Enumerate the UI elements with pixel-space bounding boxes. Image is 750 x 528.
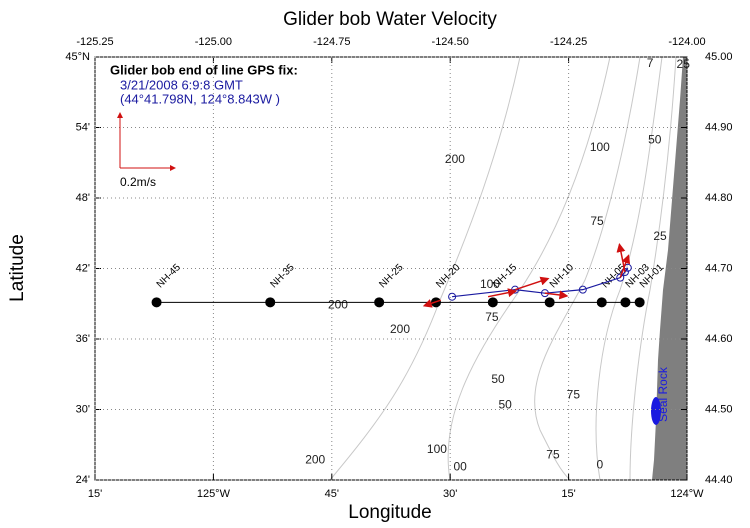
map-title: Glider bob Water Velocity: [283, 9, 497, 30]
left-tick-label: 48': [76, 192, 90, 204]
velocity-arrow: [514, 276, 550, 291]
velocity-arrow: [619, 254, 631, 278]
track-point: [448, 292, 457, 301]
contour-label: 0: [597, 457, 604, 471]
contour-label: 75: [590, 214, 604, 228]
station: [620, 297, 631, 308]
station: [634, 297, 645, 308]
velocity-arrow: [544, 290, 569, 300]
contour-label: 50: [498, 397, 512, 411]
contour-label: 200: [305, 452, 325, 466]
velocity-arrow: [422, 299, 441, 308]
left-tick-label: 45°N: [65, 51, 90, 63]
right-tick-label: 45.00: [705, 51, 733, 63]
top-tick-label: -125.25: [76, 36, 113, 48]
top-tick-label: -124.75: [313, 36, 350, 48]
right-tick-label: 44.40: [705, 474, 733, 486]
coastline-land: [652, 57, 687, 480]
contour-label: 00: [453, 459, 467, 473]
bottom-tick-label: 45': [325, 488, 339, 500]
bottom-tick-label: 15': [561, 488, 575, 500]
bottom-tick-label: 125°W: [197, 488, 231, 500]
left-tick-label: 42': [76, 262, 90, 274]
contour-label: 200: [445, 152, 465, 166]
station: [544, 297, 555, 308]
right-tick-label: 44.80: [705, 192, 733, 204]
contour-label: 100: [480, 277, 500, 291]
contour-label: 50: [491, 372, 505, 386]
bottom-tick-label: 30': [443, 488, 457, 500]
contour-label: 75: [485, 310, 499, 324]
velocity-arrow: [487, 288, 518, 298]
y-axis-label: Latitude: [7, 234, 28, 302]
top-tick-label: -125.00: [195, 36, 232, 48]
station: [265, 297, 276, 308]
landmark-label: Seal Rock: [656, 366, 670, 422]
contour-label: 7: [647, 56, 654, 70]
left-tick-label: 30': [76, 403, 90, 415]
contour-label: 200: [390, 322, 410, 336]
left-tick-label: 24': [76, 474, 90, 486]
track-point: [616, 273, 625, 282]
station: [487, 297, 498, 308]
left-tick-label: 36': [76, 333, 90, 345]
gps-position: (44°41.798N, 124°8.843W ): [120, 91, 280, 106]
right-tick-label: 44.70: [705, 262, 733, 274]
contour-label: 50: [648, 132, 662, 146]
right-tick-label: 44.90: [705, 121, 733, 133]
contour-label: 25: [677, 57, 691, 71]
station: [374, 297, 385, 308]
bottom-tick-label: 124°W: [670, 488, 704, 500]
top-tick-label: -124.25: [550, 36, 587, 48]
contour-label: 75: [567, 388, 581, 402]
seal-rock-marker: [651, 397, 661, 425]
contour-label: 200: [328, 297, 348, 311]
x-axis-label: Longitude: [348, 502, 431, 523]
scale-label: 0.2m/s: [120, 175, 156, 189]
contour-label: 25: [653, 229, 667, 243]
contour-label: 100: [427, 442, 447, 456]
bottom-tick-label: 15': [88, 488, 102, 500]
gps-time: 3/21/2008 6:9:8 GMT: [120, 77, 243, 92]
gps-heading: Glider bob end of line GPS fix:: [110, 62, 298, 77]
top-tick-label: -124.00: [668, 36, 705, 48]
contour-label: 100: [590, 140, 610, 154]
station: [151, 297, 162, 308]
station: [596, 297, 607, 308]
contour-label: 75: [546, 447, 560, 461]
right-tick-label: 44.50: [705, 403, 733, 415]
right-tick-label: 44.60: [705, 333, 733, 345]
left-tick-label: 54': [76, 121, 90, 133]
track-point: [578, 285, 587, 294]
top-tick-label: -124.50: [432, 36, 469, 48]
